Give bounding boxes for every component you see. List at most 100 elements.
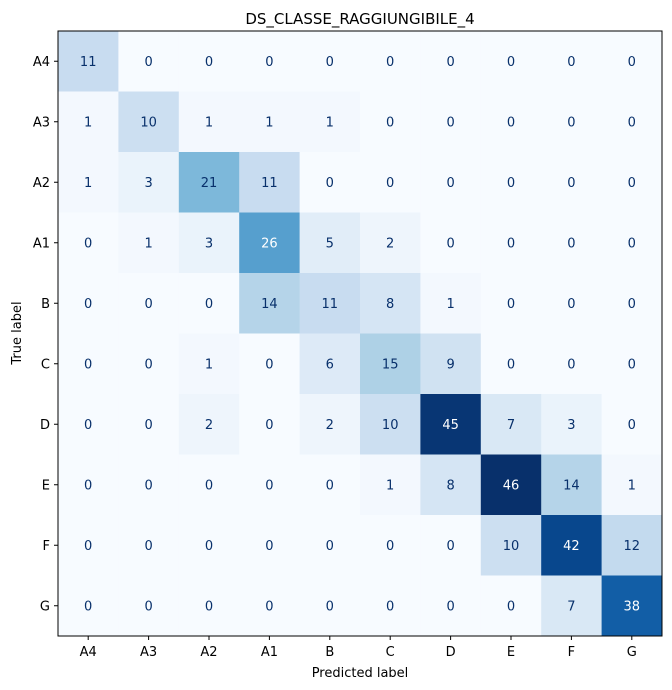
cell-value-label: 1 <box>326 115 334 130</box>
heatmap-cell <box>178 575 240 637</box>
x-tick-label: A1 <box>261 645 278 660</box>
cell-value-label: 0 <box>144 357 152 372</box>
cell-value-label: 0 <box>265 55 273 70</box>
heatmap-cell <box>480 31 542 92</box>
heatmap-cell <box>178 212 240 274</box>
cell-value-label: 2 <box>326 418 334 433</box>
heatmap-cell <box>118 333 180 395</box>
cell-value-label: 0 <box>326 599 334 614</box>
cell-value-label: 6 <box>326 357 334 372</box>
heatmap-cell <box>178 394 240 455</box>
heatmap-cell <box>58 454 119 516</box>
heatmap-cell <box>601 31 663 92</box>
heatmap-cell <box>360 515 421 576</box>
heatmap-cell <box>118 31 180 92</box>
cell-value-label: 15 <box>382 357 399 372</box>
heatmap-cell <box>360 273 421 334</box>
cell-value-label: 0 <box>84 236 92 251</box>
cell-value-label: 0 <box>326 478 334 493</box>
cell-value-label: 45 <box>442 418 459 433</box>
heatmap-cell <box>58 212 119 274</box>
cell-value-label: 12 <box>624 539 641 554</box>
heatmap-cell <box>480 152 542 213</box>
heatmap-cell <box>480 273 542 334</box>
heatmap-cell <box>420 212 482 274</box>
heatmap-cell <box>480 333 542 395</box>
heatmap-cell <box>239 212 301 274</box>
cell-value-label: 0 <box>567 176 575 191</box>
cell-value-label: 9 <box>446 357 454 372</box>
cell-value-label: 0 <box>446 599 454 614</box>
heatmap-cell <box>58 152 119 213</box>
x-tick-label: G <box>627 645 637 660</box>
heatmap-cell <box>601 394 663 455</box>
heatmap-cell <box>118 212 180 274</box>
cell-value-label: 0 <box>205 55 213 70</box>
cell-value-label: 1 <box>205 357 213 372</box>
heatmap-cell <box>360 575 421 637</box>
cell-value-label: 0 <box>326 539 334 554</box>
cell-value-label: 0 <box>84 418 92 433</box>
heatmap-cell <box>541 212 603 274</box>
cell-value-label: 14 <box>261 297 278 312</box>
cell-value-label: 0 <box>144 418 152 433</box>
heatmap-cell <box>541 333 603 395</box>
cell-value-label: 1 <box>205 115 213 130</box>
heatmap-cell <box>239 515 301 576</box>
heatmap-cell <box>178 31 240 92</box>
heatmap-cells: 11 0 0 0 0 0 0 0 0 01 10 1 1 1 0 0 0 0 01 3 21 11 0 0 0 0 0 00 1 3 26 5… <box>58 31 663 637</box>
heatmap-cell <box>299 31 361 92</box>
heatmap-cell <box>480 454 542 516</box>
cell-value-label: 0 <box>205 539 213 554</box>
cell-value-label: 0 <box>386 599 394 614</box>
heatmap-cell <box>601 212 663 274</box>
cell-value-label: 0 <box>507 55 515 70</box>
cell-value-label: 0 <box>446 539 454 554</box>
cell-value-label: 1 <box>446 297 454 312</box>
cell-value-label: 0 <box>507 599 515 614</box>
cell-value-label: 3 <box>567 418 575 433</box>
heatmap-cell <box>420 454 482 516</box>
heatmap-cell <box>601 91 663 153</box>
cell-value-label: 0 <box>507 176 515 191</box>
cell-value-label: 11 <box>322 297 339 312</box>
heatmap-cell <box>601 575 663 637</box>
cell-value-label: 0 <box>84 297 92 312</box>
cell-value-label: 10 <box>140 115 157 130</box>
heatmap-cell <box>480 91 542 153</box>
cell-value-label: 38 <box>624 599 641 614</box>
heatmap-cell <box>118 91 180 153</box>
cell-value-label: 1 <box>144 236 152 251</box>
cell-value-label: 0 <box>144 599 152 614</box>
heatmap-cell <box>239 152 301 213</box>
x-axis-label: Predicted label <box>312 666 409 681</box>
x-tick-label: F <box>568 645 575 660</box>
cell-value-label: 46 <box>503 478 520 493</box>
cell-value-label: 14 <box>563 478 580 493</box>
cell-value-label: 0 <box>567 357 575 372</box>
cell-value-label: 7 <box>567 599 575 614</box>
heatmap-cell <box>239 333 301 395</box>
heatmap-cell <box>360 394 421 455</box>
y-tick-label: D <box>40 418 50 433</box>
heatmap-cell <box>299 515 361 576</box>
heatmap-cell <box>360 454 421 516</box>
x-tick-label: E <box>507 645 515 660</box>
cell-value-label: 0 <box>205 478 213 493</box>
heatmap-cell <box>58 31 119 92</box>
heatmap-cell <box>178 273 240 334</box>
cell-value-label: 0 <box>507 115 515 130</box>
cell-value-label: 0 <box>446 55 454 70</box>
heatmap-cell <box>58 273 119 334</box>
cell-value-label: 0 <box>265 599 273 614</box>
cell-value-label: 0 <box>507 297 515 312</box>
cell-value-label: 1 <box>265 115 273 130</box>
cell-value-label: 5 <box>326 236 334 251</box>
heatmap-cell <box>601 454 663 516</box>
cell-value-label: 8 <box>386 297 394 312</box>
heatmap-cell <box>299 152 361 213</box>
cell-value-label: 0 <box>326 176 334 191</box>
cell-value-label: 0 <box>386 539 394 554</box>
heatmap-cell <box>239 91 301 153</box>
